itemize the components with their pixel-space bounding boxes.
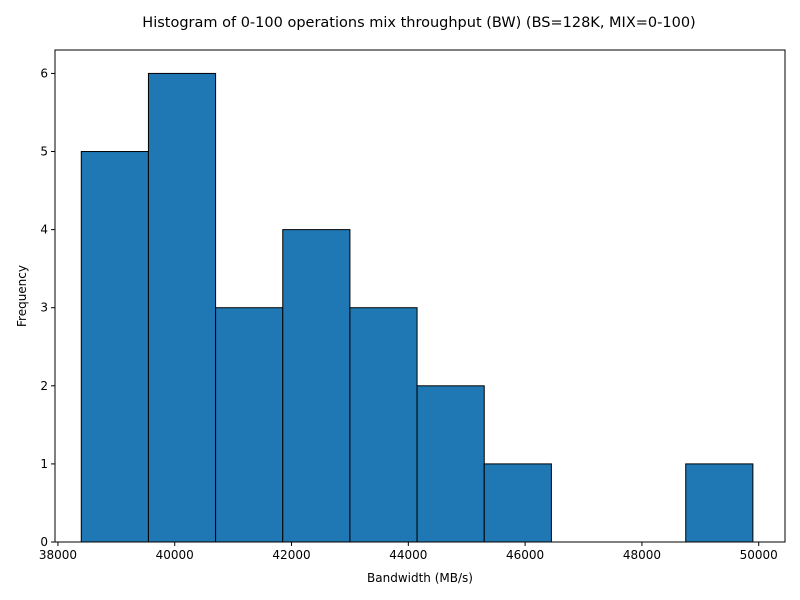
x-tick-label: 48000	[623, 548, 661, 562]
histogram-bar-1	[147, 72, 217, 543]
x-tick-label: 46000	[506, 548, 544, 562]
y-tick-label: 0	[40, 535, 48, 549]
histogram-bar-4	[349, 307, 418, 543]
y-axis-ticks: 0 1 2 3 4 5 6	[40, 66, 55, 549]
y-tick-label: 2	[40, 379, 48, 393]
bars-layer	[80, 72, 754, 543]
x-tick-label: 44000	[389, 548, 427, 562]
y-tick-label: 6	[40, 66, 48, 80]
y-axis-label: Frequency	[15, 265, 29, 327]
x-axis-ticks: 38000 40000 42000 44000 46000 48000 50000	[39, 542, 778, 562]
x-tick-label: 42000	[272, 548, 310, 562]
histogram-bar-3	[282, 229, 351, 543]
y-tick-label: 3	[40, 301, 48, 315]
y-tick-label: 1	[40, 457, 48, 471]
histogram-bar-2	[215, 307, 284, 543]
histogram-bar-9	[685, 463, 754, 543]
plot-frame	[54, 49, 786, 543]
y-tick-label: 4	[40, 223, 48, 237]
y-tick-label: 5	[40, 145, 48, 159]
x-axis-label: Bandwidth (MB/s)	[367, 571, 473, 585]
x-tick-label: 38000	[39, 548, 77, 562]
histogram-bar-6	[483, 463, 552, 543]
histogram-bar-0	[80, 151, 149, 543]
x-tick-label: 40000	[156, 548, 194, 562]
x-tick-label: 50000	[740, 548, 778, 562]
chart-title: Histogram of 0-100 operations mix throug…	[142, 15, 695, 31]
histogram-bar-5	[416, 385, 485, 543]
